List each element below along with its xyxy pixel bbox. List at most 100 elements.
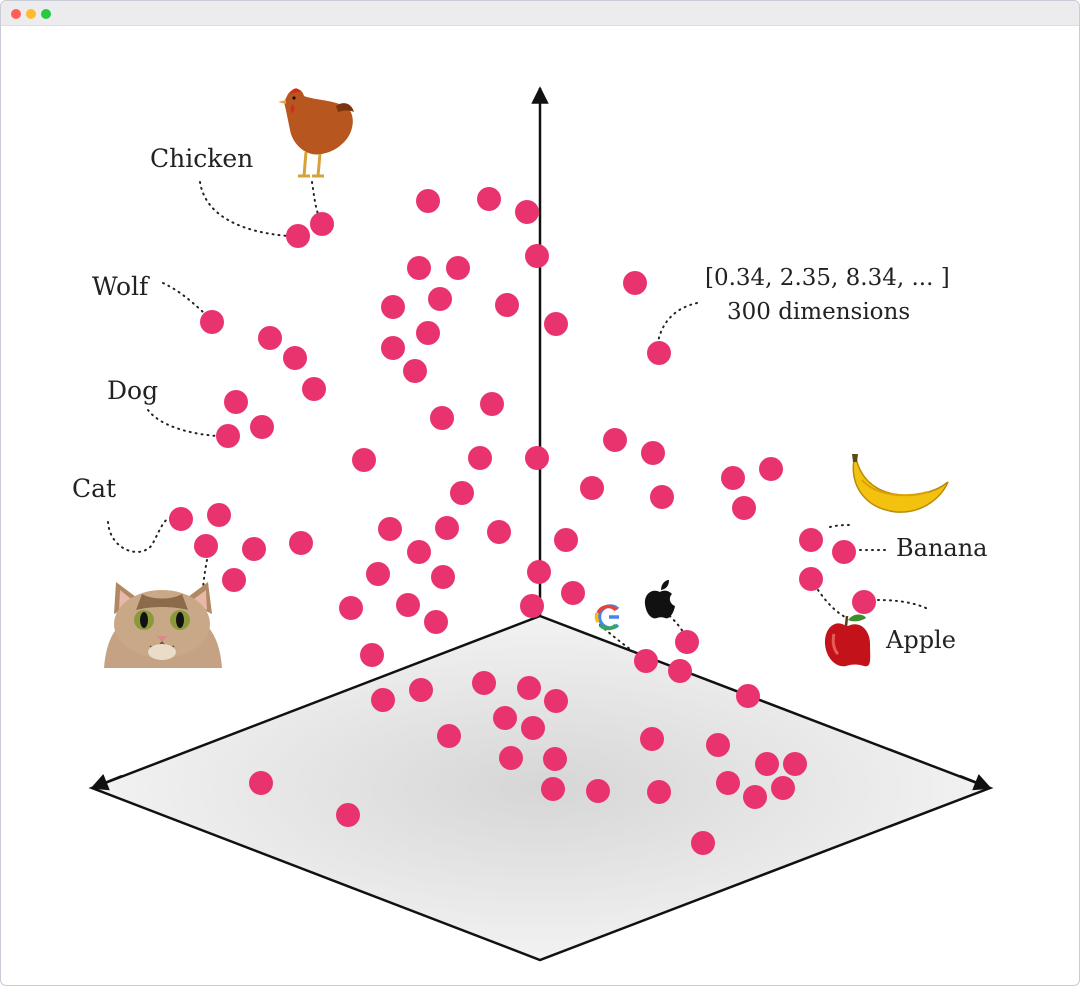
ground-plane bbox=[88, 614, 994, 962]
embedding-point bbox=[520, 594, 544, 618]
embedding-point bbox=[424, 610, 448, 634]
embedding-point bbox=[544, 312, 568, 336]
embedding-point bbox=[721, 466, 745, 490]
embedding-point bbox=[407, 256, 431, 280]
embedding-point bbox=[544, 689, 568, 713]
embedding-point bbox=[799, 567, 823, 591]
apple-logo-icon bbox=[644, 580, 675, 619]
embedding-point bbox=[468, 446, 492, 470]
embedding-point bbox=[732, 496, 756, 520]
wolf-label: Wolf bbox=[92, 272, 150, 301]
vector-label: [0.34, 2.35, 8.34, ... ] bbox=[705, 265, 950, 291]
embedding-point bbox=[435, 516, 459, 540]
close-button[interactable] bbox=[11, 9, 21, 19]
embedding-point bbox=[515, 200, 539, 224]
embedding-point bbox=[647, 341, 671, 365]
embedding-point bbox=[477, 187, 501, 211]
left-axis-arrow bbox=[90, 774, 123, 791]
embedding-point bbox=[580, 476, 604, 500]
apple-label: Apple bbox=[885, 626, 956, 654]
embedding-point bbox=[755, 752, 779, 776]
embedding-point bbox=[403, 359, 427, 383]
embedding-point bbox=[603, 428, 627, 452]
cat-icon bbox=[104, 582, 222, 668]
embedding-point bbox=[852, 590, 876, 614]
embedding-point bbox=[310, 212, 334, 236]
chicken-image-connector bbox=[311, 181, 319, 215]
embedding-point bbox=[207, 503, 231, 527]
embedding-point bbox=[194, 534, 218, 558]
chicken-icon bbox=[278, 88, 354, 178]
embedding-point bbox=[675, 630, 699, 654]
wolf-connector bbox=[162, 282, 204, 313]
embedding-point bbox=[381, 336, 405, 360]
dog-connector bbox=[147, 409, 218, 437]
embedding-points bbox=[169, 187, 876, 855]
embedding-point bbox=[640, 727, 664, 751]
embedding-point bbox=[360, 643, 384, 667]
embedding-point bbox=[222, 568, 246, 592]
dimensions-label: 300 dimensions bbox=[727, 299, 910, 325]
embedding-point bbox=[623, 271, 647, 295]
title-bar bbox=[1, 1, 1079, 26]
chicken-label: Chicken bbox=[150, 144, 253, 173]
embedding-point bbox=[586, 779, 610, 803]
embedding-point bbox=[289, 531, 313, 555]
embedding-point bbox=[647, 780, 671, 804]
embedding-point bbox=[641, 441, 665, 465]
embedding-point bbox=[409, 678, 433, 702]
dog-label: Dog bbox=[107, 376, 158, 405]
embedding-point bbox=[431, 565, 455, 589]
cat-connector bbox=[107, 517, 171, 553]
embedding-point bbox=[381, 295, 405, 319]
embedding-point bbox=[634, 649, 658, 673]
embedding-point bbox=[716, 771, 740, 795]
embedding-point bbox=[286, 224, 310, 248]
embedding-point bbox=[339, 596, 363, 620]
embedding-point bbox=[437, 724, 461, 748]
embedding-point bbox=[200, 310, 224, 334]
embedding-point bbox=[517, 676, 541, 700]
embedding-point bbox=[521, 716, 545, 740]
embedding-point bbox=[283, 346, 307, 370]
banana-label: Banana bbox=[896, 534, 987, 562]
embedding-point bbox=[543, 747, 567, 771]
apple-connector bbox=[877, 599, 931, 611]
vector-connector bbox=[657, 302, 698, 343]
embedding-point bbox=[561, 581, 585, 605]
embedding-point bbox=[743, 785, 767, 809]
embedding-point bbox=[430, 406, 454, 430]
zoom-button[interactable] bbox=[41, 9, 51, 19]
embedding-point bbox=[527, 560, 551, 584]
banana-connector-top bbox=[829, 524, 853, 528]
embedding-point bbox=[736, 684, 760, 708]
minimize-button[interactable] bbox=[26, 9, 36, 19]
embedding-point bbox=[366, 562, 390, 586]
embedding-point bbox=[541, 777, 565, 801]
embedding-point bbox=[352, 448, 376, 472]
embedding-point bbox=[525, 446, 549, 470]
embedding-point bbox=[336, 803, 360, 827]
embedding-point bbox=[706, 733, 730, 757]
apple-fruit-icon bbox=[824, 614, 871, 667]
chicken-connector bbox=[199, 181, 289, 237]
embedding-point bbox=[378, 517, 402, 541]
embedding-point bbox=[250, 415, 274, 439]
embedding-point bbox=[446, 256, 470, 280]
apple-connector-top bbox=[817, 589, 846, 618]
embedding-point bbox=[495, 293, 519, 317]
embedding-point bbox=[224, 390, 248, 414]
embedding-point bbox=[371, 688, 395, 712]
embedding-point bbox=[691, 831, 715, 855]
embedding-point bbox=[169, 507, 193, 531]
embedding-point bbox=[799, 528, 823, 552]
embedding-point bbox=[832, 540, 856, 564]
embedding-point bbox=[499, 746, 523, 770]
right-axis-arrow bbox=[959, 774, 992, 791]
embedding-point bbox=[216, 424, 240, 448]
embedding-point bbox=[450, 481, 474, 505]
embedding-point bbox=[242, 537, 266, 561]
embedding-point bbox=[493, 706, 517, 730]
embedding-point bbox=[783, 752, 807, 776]
